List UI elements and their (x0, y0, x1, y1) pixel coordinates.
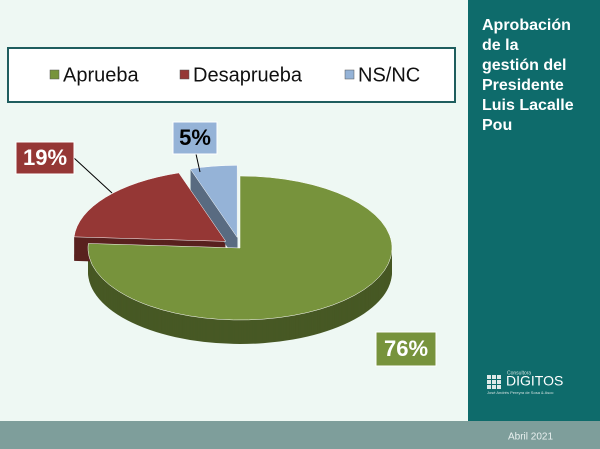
side-panel (468, 0, 600, 421)
legend-swatch (344, 69, 355, 80)
value-label-box (15, 141, 75, 175)
logo-small: Consultora (507, 370, 531, 376)
value-label-box (375, 331, 437, 367)
value-label: 5% (179, 125, 211, 150)
slice (189, 165, 238, 239)
slice (73, 172, 227, 242)
logo-sub: José Andrés Pereyra de Sosa & Asoc (487, 390, 553, 395)
value-label-box (172, 121, 218, 155)
leader-line (73, 157, 113, 194)
legend-label: Aprueba (63, 64, 139, 86)
logo: Consultora DIGITOS José Andrés Pereyra d… (487, 370, 563, 395)
slice (87, 175, 393, 321)
value-label: 76% (384, 336, 428, 361)
leader-line (195, 153, 201, 173)
legend-box (7, 47, 456, 103)
legend-swatch (49, 69, 60, 80)
chart-title-text: Aprobación de la gestión del Presidente Luis… (482, 17, 574, 134)
date: Abril 2021 (508, 432, 553, 443)
legend-label: NS/NC (358, 64, 420, 86)
logo-name: DIGITOS (506, 373, 563, 389)
value-label: 19% (23, 145, 67, 170)
legend-label: Desaprueba (193, 64, 303, 86)
footer-bar (0, 421, 600, 449)
legend-swatch (179, 69, 190, 80)
chart-title: Aprobación de la gestión del Presidente Luis… (482, 17, 574, 134)
